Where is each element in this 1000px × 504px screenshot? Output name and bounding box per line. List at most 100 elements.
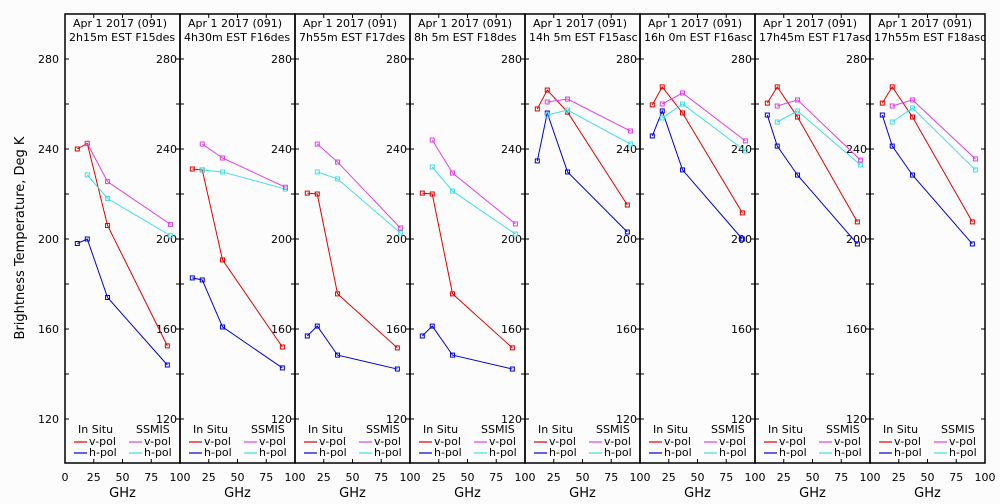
insitu-vpol-point	[680, 110, 686, 116]
legend-label: h-pol	[434, 446, 462, 459]
ssmis-vpol-point	[565, 96, 571, 102]
y-tick-label: 240	[156, 143, 177, 156]
insitu-hpol-line	[421, 325, 513, 370]
insitu-hpol-point	[304, 333, 310, 339]
y-tick-label: 280	[38, 53, 59, 66]
y-tick-label: 120	[156, 413, 177, 426]
ssmis-hpol-point	[335, 176, 341, 182]
y-tick-label: 240	[846, 143, 867, 156]
panel-4: Apr 1 2017 (091)8h 5m EST F18des 120 160 20…	[409, 13, 536, 501]
legend-title-ssmis: SSMIS	[251, 423, 285, 436]
insitu-vpol-point	[450, 291, 456, 297]
insitu-hpol-point	[164, 362, 170, 368]
ssmis-vpol-line	[892, 99, 976, 160]
ssmis-vpol-line	[547, 98, 631, 132]
legend-label: v-pol	[89, 435, 116, 448]
x-tick-label: 75	[374, 471, 388, 484]
x-axis-title: GHz	[914, 486, 941, 500]
insitu-hpol-point	[314, 323, 320, 329]
x-axis-title: GHz	[339, 486, 366, 500]
insitu-hpol-point	[649, 133, 655, 139]
insitu-hpol-point	[509, 366, 515, 372]
y-tick-label: 120	[38, 413, 59, 426]
y-tick-label: 160	[38, 323, 59, 336]
x-tick-label: 75	[259, 471, 273, 484]
panel-title-date: Apr 1 2017 (091)	[188, 17, 282, 30]
insitu-hpol-point	[969, 241, 975, 247]
insitu-hpol-point	[854, 241, 860, 247]
insitu-hpol-point	[419, 333, 425, 339]
insitu-hpol-point	[879, 112, 885, 118]
legend-label: h-pol	[489, 446, 517, 459]
legend-title-ssmis: SSMIS	[826, 423, 860, 436]
x-tick-label: 75	[949, 471, 963, 484]
panel-title-date: Apr 1 2017 (091)	[763, 17, 857, 30]
y-tick-label: 280	[501, 53, 522, 66]
y-tick-label: 200	[616, 233, 637, 246]
ssmis-hpol-line	[777, 110, 861, 166]
x-tick-label: 75	[834, 471, 848, 484]
panel-title-date: Apr 1 2017 (091)	[418, 17, 512, 30]
insitu-vpol-point	[879, 100, 885, 106]
legend-title-insitu: In Situ	[78, 423, 113, 436]
ssmis-vpol-point	[220, 155, 226, 161]
ssmis-hpol-line	[891, 107, 976, 171]
legend-label: h-pol	[549, 446, 577, 459]
x-tick-label: 25	[202, 471, 216, 484]
insitu-vpol-line	[192, 168, 283, 348]
insitu-vpol-point	[624, 202, 630, 208]
panel-7: Apr 1 2017 (091)17h45m EST F17asc 120 160 2…	[754, 13, 881, 501]
insitu-vpol-point	[889, 84, 895, 90]
insitu-vpol-point	[314, 191, 320, 197]
legend-title-insitu: In Situ	[768, 423, 803, 436]
legend-label: v-pol	[259, 435, 286, 448]
ssmis-hpol-point	[565, 107, 571, 113]
y-tick-label: 240	[271, 143, 292, 156]
legend-label: h-pol	[319, 446, 347, 459]
panel-title-time: 7h55m EST F17des	[299, 31, 405, 44]
insitu-vpol-point	[74, 146, 80, 152]
y-tick-label: 280	[156, 53, 177, 66]
ssmis-vpol-point	[314, 141, 320, 147]
x-tick-label: 100	[630, 471, 651, 484]
y-tick-label: 120	[386, 413, 407, 426]
ssmis-hpol-point	[220, 169, 226, 175]
ssmis-vpol-point	[105, 179, 111, 185]
ssmis-vpol-point	[889, 103, 895, 109]
insitu-hpol-point	[624, 229, 630, 235]
insitu-hpol-point	[534, 158, 540, 164]
insitu-hpol-point	[774, 143, 780, 149]
legend-label: v-pol	[604, 435, 631, 448]
ssmis-hpol-point	[167, 233, 173, 239]
x-tick-label: 100	[975, 471, 996, 484]
legend-label: h-pol	[779, 446, 807, 459]
ssmis-hpol-point	[512, 231, 518, 237]
panel-title-time: 2h15m EST F15des	[69, 31, 175, 44]
insitu-vpol-line	[881, 85, 973, 223]
x-tick-label: 75	[144, 471, 158, 484]
legend-label: v-pol	[204, 435, 231, 448]
ssmis-hpol-point	[774, 119, 780, 125]
y-tick-label: 240	[616, 143, 637, 156]
insitu-vpol-point	[220, 257, 226, 263]
insitu-hpol-point	[335, 352, 341, 358]
legend-label: h-pol	[894, 446, 922, 459]
legend-label: h-pol	[89, 446, 117, 459]
y-tick-label: 120	[271, 413, 292, 426]
ssmis-vpol-point	[84, 140, 90, 146]
ssmis-vpol-line	[316, 143, 401, 229]
x-axis-title: GHz	[799, 486, 826, 500]
insitu-hpol-point	[199, 277, 205, 283]
insitu-hpol-point	[279, 365, 285, 371]
insitu-vpol-point	[279, 344, 285, 350]
panel-6: Apr 1 2017 (091)16h 0m EST F16asc 120 160 2…	[639, 13, 766, 501]
insitu-hpol-point	[74, 241, 80, 246]
insitu-hpol-line	[881, 114, 973, 245]
insitu-vpol-point	[764, 100, 770, 106]
panel-title-time: 4h30m EST F16des	[184, 31, 290, 44]
x-tick-label: 25	[317, 471, 331, 484]
